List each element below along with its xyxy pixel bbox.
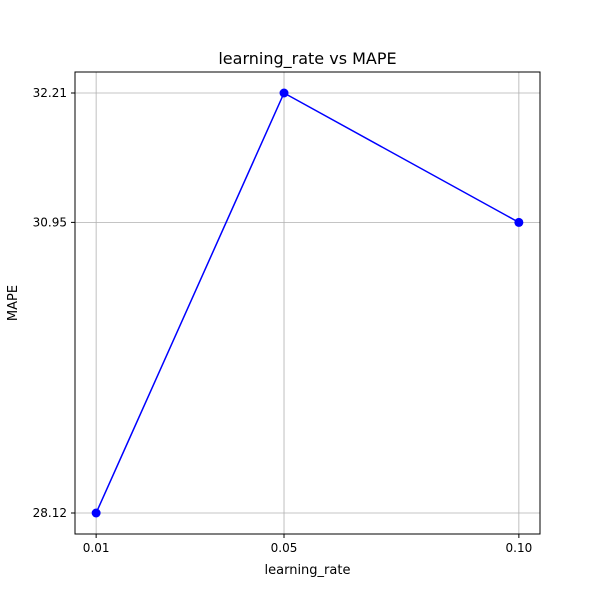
data-point	[279, 88, 289, 98]
plot-area-frame	[74, 71, 541, 535]
chart-title: learning_rate vs MAPE	[218, 49, 396, 69]
data-point	[514, 217, 524, 227]
y-tick-label: 32.21	[33, 86, 67, 100]
x-tick-label: 0.01	[83, 541, 110, 555]
x-axis-label: learning_rate	[265, 563, 351, 578]
y-tick-label: 30.95	[33, 215, 67, 229]
series-layer	[91, 88, 524, 518]
grid-lines	[75, 72, 540, 534]
y-axis-label: MAPE	[6, 285, 21, 321]
data-point	[91, 508, 101, 518]
y-tick-label: 28.12	[33, 506, 67, 520]
y-axis-ticks: 28.12 30.95 32.21	[33, 86, 75, 520]
x-tick-label: 0.05	[271, 541, 298, 555]
x-axis-ticks: 0.01 0.05 0.10	[83, 534, 532, 555]
x-tick-label: 0.10	[506, 541, 533, 555]
